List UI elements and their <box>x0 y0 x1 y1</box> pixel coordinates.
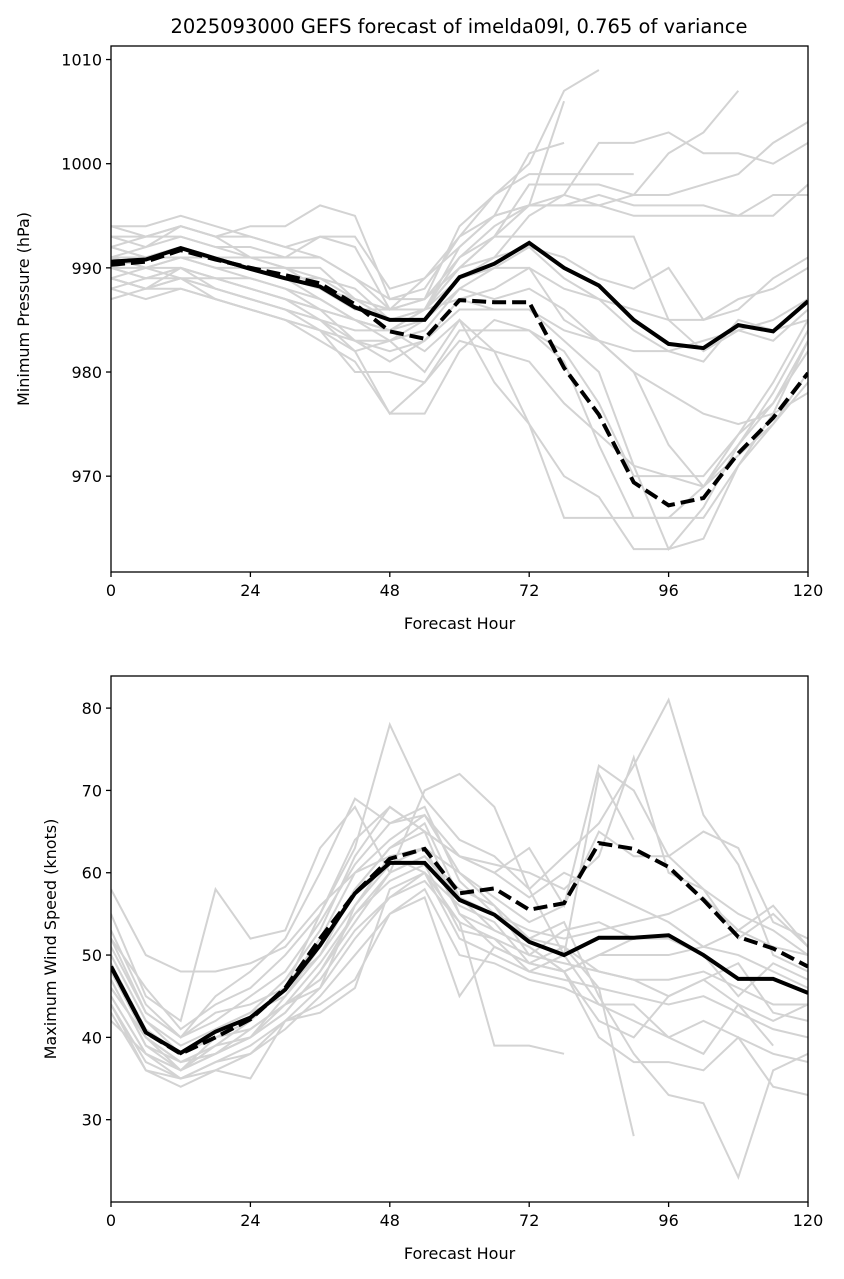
pressure-axes: 0 24 48 72 96 120 970 980 990 1000 1010 Forecast H… <box>14 45 823 633</box>
wind-ticks: 0 24 48 72 96 120 30 40 50 60 70 80 <box>82 699 824 1230</box>
wind-x-tick-label: 72 <box>519 1211 539 1230</box>
pressure-y-tick-label: 1010 <box>61 51 102 70</box>
wind-member-line <box>111 887 808 1088</box>
pressure-x-tick-label: 24 <box>240 581 260 600</box>
wind-member-line <box>111 697 808 1031</box>
wind-y-tick-label: 70 <box>82 781 102 800</box>
wind-member-line <box>111 846 808 1072</box>
pressure-member-line <box>111 121 808 322</box>
wind-member-line <box>111 805 808 1039</box>
pressure-y-tick-label: 970 <box>71 467 102 486</box>
wind-x-tick-label: 48 <box>380 1211 400 1230</box>
wind-member-line <box>111 871 565 1080</box>
pressure-ticks: 0 24 48 72 96 120 970 980 990 1000 1010 <box>61 51 823 600</box>
pressure-member-line <box>111 287 808 519</box>
pressure-x-tick-label: 72 <box>519 581 539 600</box>
wind-member-line <box>111 805 808 1181</box>
pressure-member-line <box>111 235 808 353</box>
wind-principal-mode-line <box>111 840 808 1057</box>
pressure-axes-frame <box>110 45 809 573</box>
pressure-x-tick-label: 0 <box>106 581 116 600</box>
pressure-x-tick-label: 48 <box>380 581 400 600</box>
pressure-summary-lines <box>111 240 808 508</box>
wind-y-tick-label: 80 <box>82 699 102 718</box>
wind-y-tick-label: 40 <box>82 1028 102 1047</box>
wind-x-tick-label: 120 <box>793 1211 824 1230</box>
pressure-principal-mode-line <box>111 248 808 508</box>
wind-member-line <box>111 871 808 1080</box>
wind-axes-frame <box>110 675 809 1203</box>
wind-x-tick-label: 24 <box>240 1211 260 1230</box>
wind-x-tick-label: 96 <box>658 1211 678 1230</box>
wind-y-tick-label: 30 <box>82 1111 102 1130</box>
pressure-y-tick-label: 990 <box>71 259 102 278</box>
wind-y-tick-label: 50 <box>82 946 102 965</box>
chart-title: 2025093000 GEFS forecast of imelda09l, 0… <box>171 15 748 38</box>
pressure-ensemble-mean-line <box>111 240 808 351</box>
wind-ensemble-mean-line <box>111 860 808 1056</box>
pressure-x-tick-label: 120 <box>793 581 824 600</box>
wind-summary-lines <box>111 840 808 1057</box>
wind-axes: 0 24 48 72 96 120 30 40 50 60 70 80 Forecast Hour M… <box>41 675 824 1263</box>
wind-member-line <box>111 896 808 1096</box>
pressure-y-tick-label: 1000 <box>61 155 102 174</box>
pressure-member-line <box>111 256 808 353</box>
pressure-member-line <box>111 277 808 519</box>
wind-member-line <box>111 770 635 1023</box>
wind-y-tick-label: 60 <box>82 864 102 883</box>
wind-x-axis-label: Forecast Hour <box>404 1244 516 1263</box>
pressure-y-axis-label: Minimum Pressure (hPa) <box>14 212 33 406</box>
pressure-member-line <box>111 183 808 301</box>
wind-member-line <box>111 879 808 1064</box>
pressure-x-axis-label: Forecast Hour <box>404 614 516 633</box>
pressure-x-tick-label: 96 <box>658 581 678 600</box>
wind-x-tick-label: 0 <box>106 1211 116 1230</box>
pressure-y-tick-label: 980 <box>71 363 102 382</box>
wind-member-line <box>111 821 774 1047</box>
wind-y-axis-label: Maximum Wind Speed (knots) <box>41 819 60 1060</box>
